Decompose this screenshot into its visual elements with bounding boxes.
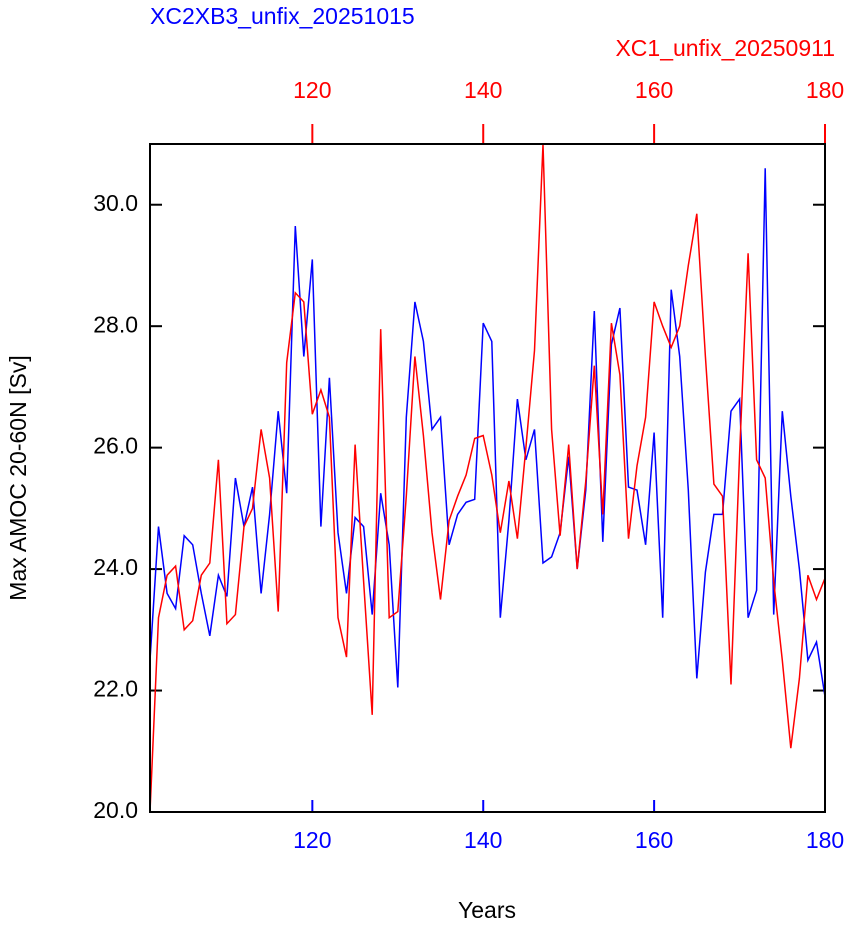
- series-line: [149, 143, 826, 813]
- series-line: [149, 168, 826, 697]
- series-title: XC1_unfix_20250911: [615, 35, 835, 61]
- y-axis-label: Max AMOC 20-60N [Sv]: [5, 355, 31, 600]
- x-axis-label: Years: [458, 897, 516, 923]
- x-tick-label: 140: [464, 827, 502, 853]
- y-tick-label: 30.0: [93, 190, 138, 216]
- y-tick-label: 22.0: [93, 676, 138, 702]
- x-tick-label: 180: [806, 827, 844, 853]
- series-title: XC2XB3_unfix_20251015: [150, 3, 415, 29]
- x2-tick-label: 160: [635, 77, 673, 103]
- plot-frame: [149, 143, 826, 813]
- y-tick-label: 24.0: [93, 554, 138, 580]
- x2-tick-label: 120: [293, 77, 331, 103]
- x2-tick-label: 180: [806, 77, 844, 103]
- x2-tick-label: 140: [464, 77, 502, 103]
- y-tick-label: 26.0: [93, 433, 138, 459]
- x-tick-label: 160: [635, 827, 673, 853]
- y-tick-label: 20.0: [93, 797, 138, 823]
- x-tick-label: 120: [293, 827, 331, 853]
- y-tick-label: 28.0: [93, 311, 138, 337]
